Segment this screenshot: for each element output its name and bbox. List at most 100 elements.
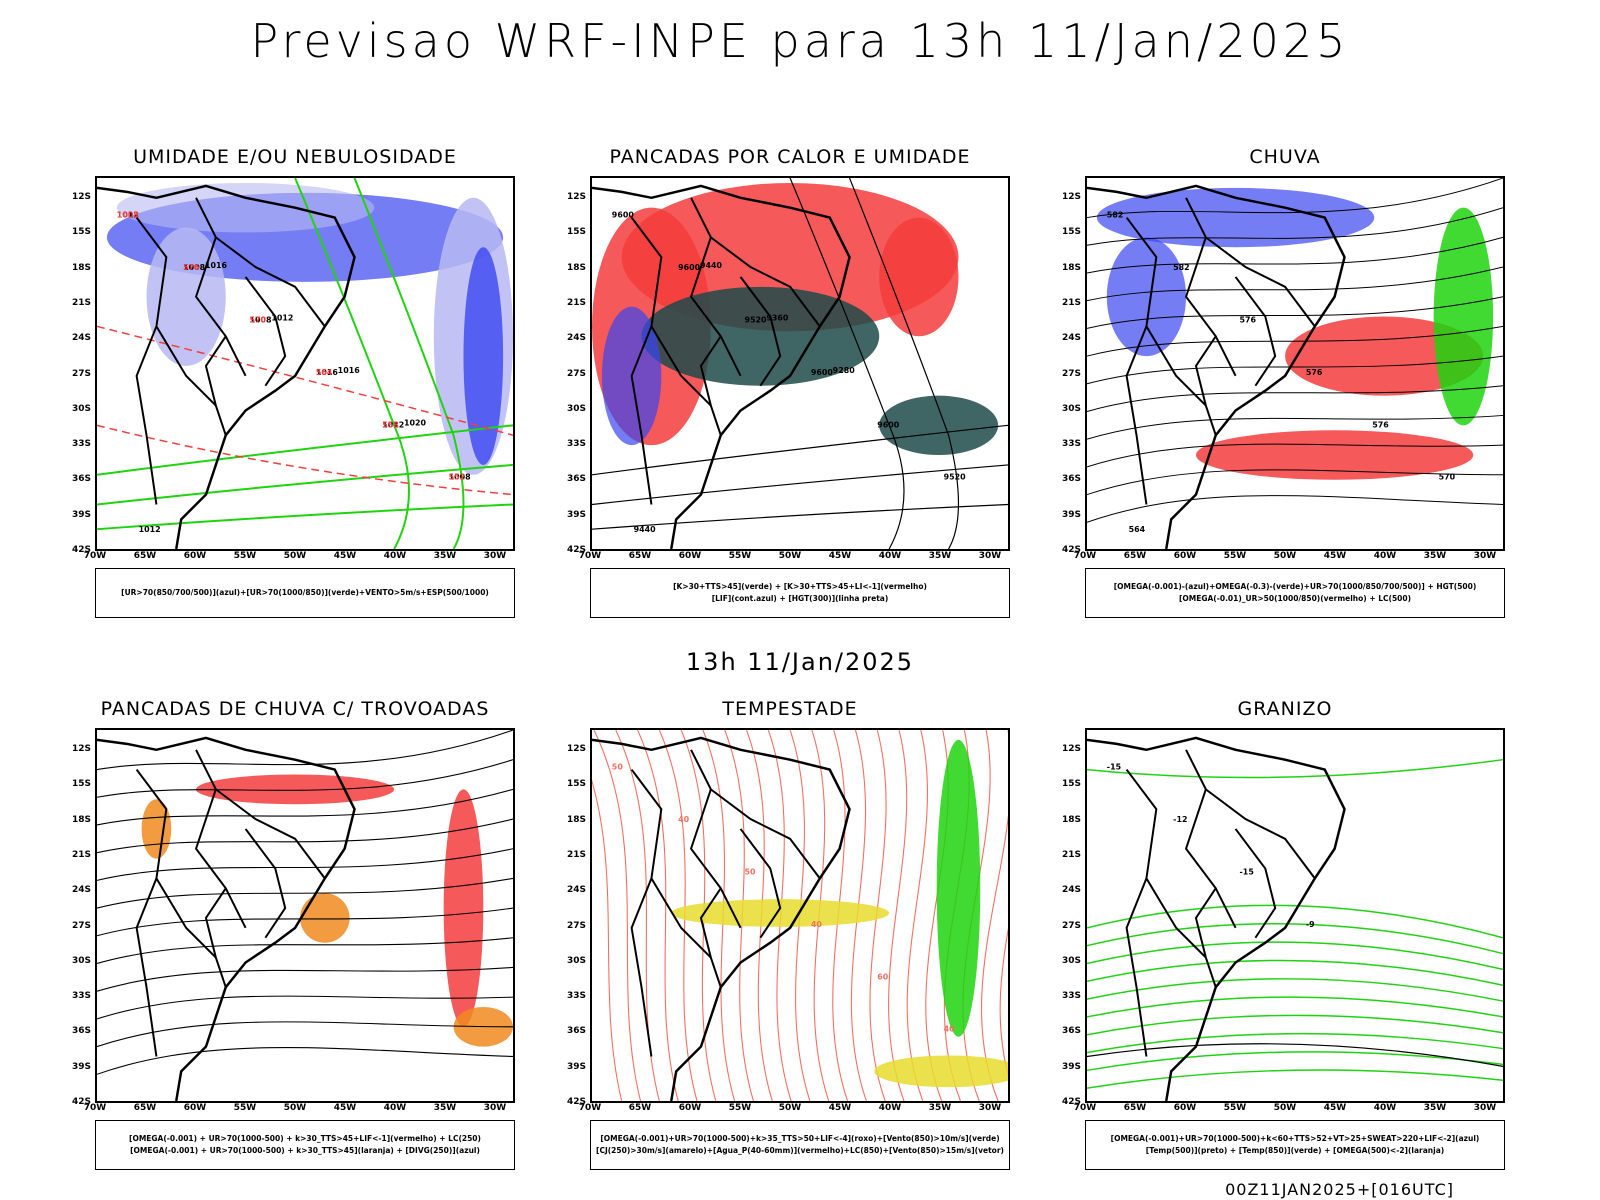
storm-area-orange xyxy=(300,893,350,943)
lon-axis: 70W 65W 60W 55W 50W 45W 40W 35W 30W xyxy=(579,1103,1010,1117)
coastline xyxy=(97,736,356,1101)
lat-tick-label: 12S xyxy=(566,744,586,754)
legend-box: [OMEGA(-0.001)-(azul)+OMEGA(-0.3)-(verde… xyxy=(1085,568,1505,618)
contour-label: 1008 xyxy=(449,473,472,482)
panel-title: CHUVA xyxy=(1249,146,1321,168)
map-tempestade[interactable]: 50 40 50 40 60 40 xyxy=(590,728,1010,1103)
streamline xyxy=(97,995,513,1020)
lon-tick-label: 50W xyxy=(283,551,307,561)
lon-tick-label: 50W xyxy=(778,1103,802,1113)
contour-label: 9520 xyxy=(745,315,768,324)
streamline xyxy=(97,907,513,937)
lon-tick-label: 60W xyxy=(1173,551,1197,561)
lat-tick-label: 15S xyxy=(71,227,91,238)
legend-line: [OMEGA(-0.001) + UR>70(1000-500) + k>30_… xyxy=(129,1134,481,1143)
wind-area-green xyxy=(936,739,981,1037)
lat-tick-label: 33S xyxy=(566,439,586,450)
lat-tick-label: 42S xyxy=(566,1097,586,1107)
contour-label: 1012 xyxy=(117,211,139,220)
streamline xyxy=(1087,236,1503,274)
lon-tick-label: 35W xyxy=(1423,1103,1447,1113)
lon-tick-label: 30W xyxy=(1473,551,1497,561)
contour-label: 576 xyxy=(1372,420,1389,429)
map-chuva[interactable]: 582 582 576 576 576 570 564 xyxy=(1085,176,1505,551)
country-border xyxy=(195,197,326,327)
temp850-contour xyxy=(1087,758,1503,779)
streamline xyxy=(97,788,513,826)
lat-tick-label: 42S xyxy=(1061,1097,1081,1107)
temp850-contour xyxy=(1087,996,1503,1018)
country-border xyxy=(1234,828,1277,939)
lon-tick-label: 65W xyxy=(1123,551,1147,561)
map-pancadas-calor[interactable]: 9600 9600 9520 9600 9600 9520 9440 9440 9360 9280 xyxy=(590,176,1010,551)
lat-tick-label: 42S xyxy=(71,545,91,555)
map-trovoadas[interactable] xyxy=(95,728,515,1103)
lon-axis: 70W 65W 60W 55W 50W 45W 40W 35W 30W xyxy=(579,551,1010,565)
lat-tick-label: 36S xyxy=(1061,1026,1081,1037)
contour-label: 558 xyxy=(382,420,399,429)
legend-line: [Temp(500)](preto) + [Temp(850)](verde) … xyxy=(1145,1146,1445,1155)
panel-title: GRANIZO xyxy=(1237,698,1333,720)
lat-tick-label: 27S xyxy=(566,368,586,379)
legend-line: [OMEGA(-0.01)_UR>50(1000/850)(vermelho) … xyxy=(1178,594,1412,603)
contour-label: -12 xyxy=(1173,815,1187,824)
contour-label: 1020 xyxy=(404,418,427,427)
temp850-contour xyxy=(1087,941,1503,971)
temp850-contour xyxy=(1087,1032,1503,1054)
green-contour xyxy=(97,463,513,506)
isoline-salmon xyxy=(593,730,642,1101)
map-svg: 582 582 576 576 576 570 564 xyxy=(1087,178,1503,549)
country-border xyxy=(739,276,782,387)
streamline xyxy=(1087,495,1503,523)
contour-label: 1016 xyxy=(338,366,361,375)
legend-line: [OMEGA(-0.001) + UR>70(1000-500) + k>30_… xyxy=(130,1146,480,1155)
green-contour xyxy=(353,178,465,549)
lat-tick-label: 21S xyxy=(1061,297,1081,308)
hgt-contour xyxy=(848,178,959,549)
lat-tick-label: 21S xyxy=(1061,849,1081,860)
coastline xyxy=(592,184,851,549)
legend-box: [OMEGA(-0.001)+UR>70(1000-500)+k<60+TTS>… xyxy=(1085,1120,1505,1170)
map-svg: 9600 9600 9520 9600 9600 9520 9440 9440 9360 9280 xyxy=(592,178,1008,549)
lon-tick-label: 45W xyxy=(828,1103,852,1113)
lon-tick-label: 65W xyxy=(628,551,652,561)
lat-axis: 12S 15S 18S 21S 24S 27S 30S 33S 36S 39S 42S xyxy=(55,728,93,1107)
lat-tick-label: 30S xyxy=(1061,955,1081,966)
streamline xyxy=(97,1047,513,1075)
streamline xyxy=(1087,266,1503,302)
temp850-contour xyxy=(1087,904,1503,939)
lon-tick-label: 40W xyxy=(1373,1103,1397,1113)
country-border xyxy=(204,887,227,988)
streamline xyxy=(1087,178,1503,219)
map-granizo[interactable]: -15 -12 -15 -9 xyxy=(1085,728,1505,1103)
lon-tick-label: 30W xyxy=(483,551,507,561)
streamline xyxy=(1087,325,1503,357)
temp850-contour xyxy=(1087,1051,1503,1072)
temp850-contour xyxy=(1087,1014,1503,1036)
lat-tick-label: 12S xyxy=(71,744,91,754)
isoline-salmon xyxy=(592,779,623,1101)
lat-tick-label: 12S xyxy=(566,192,586,202)
contour-label: 9440 xyxy=(634,525,657,534)
legend-box: [OMEGA(-0.001) + UR>70(1000-500) + k>30_… xyxy=(95,1120,515,1170)
run-timestamp: 00Z11JAN2025+[016UTC] xyxy=(1225,1180,1454,1199)
streamline xyxy=(97,759,513,798)
lat-tick-label: 18S xyxy=(566,262,586,273)
lat-tick-label: 18S xyxy=(1061,814,1081,825)
country-border xyxy=(1234,276,1277,387)
contour-label: 576 xyxy=(183,263,200,272)
lat-tick-label: 36S xyxy=(1061,474,1081,485)
contour-label: 582 xyxy=(1173,263,1190,272)
legend-line: [OMEGA(-0.001)-(azul)+OMEGA(-0.3)-(verde… xyxy=(1113,582,1477,591)
legend-line: [CJ(250)>30m/s](amarelo)+[Agua_P(40-60mm… xyxy=(596,1146,1004,1155)
lon-tick-label: 30W xyxy=(483,1103,507,1113)
jet-area-yellow xyxy=(671,899,890,927)
contour-label: 1012 xyxy=(271,313,293,322)
country-border xyxy=(630,216,712,407)
panel-title: UMIDADE E/OU NEBULOSIDADE xyxy=(133,146,457,168)
contour-label: 570 xyxy=(1439,473,1456,482)
panel-title: TEMPESTADE xyxy=(722,698,858,720)
lat-tick-label: 42S xyxy=(566,545,586,555)
map-umidade[interactable]: 1012 1008 1008 1016 1012 1008 1012 1016 1012 1016… xyxy=(95,176,515,551)
lat-tick-label: 15S xyxy=(1061,779,1081,790)
